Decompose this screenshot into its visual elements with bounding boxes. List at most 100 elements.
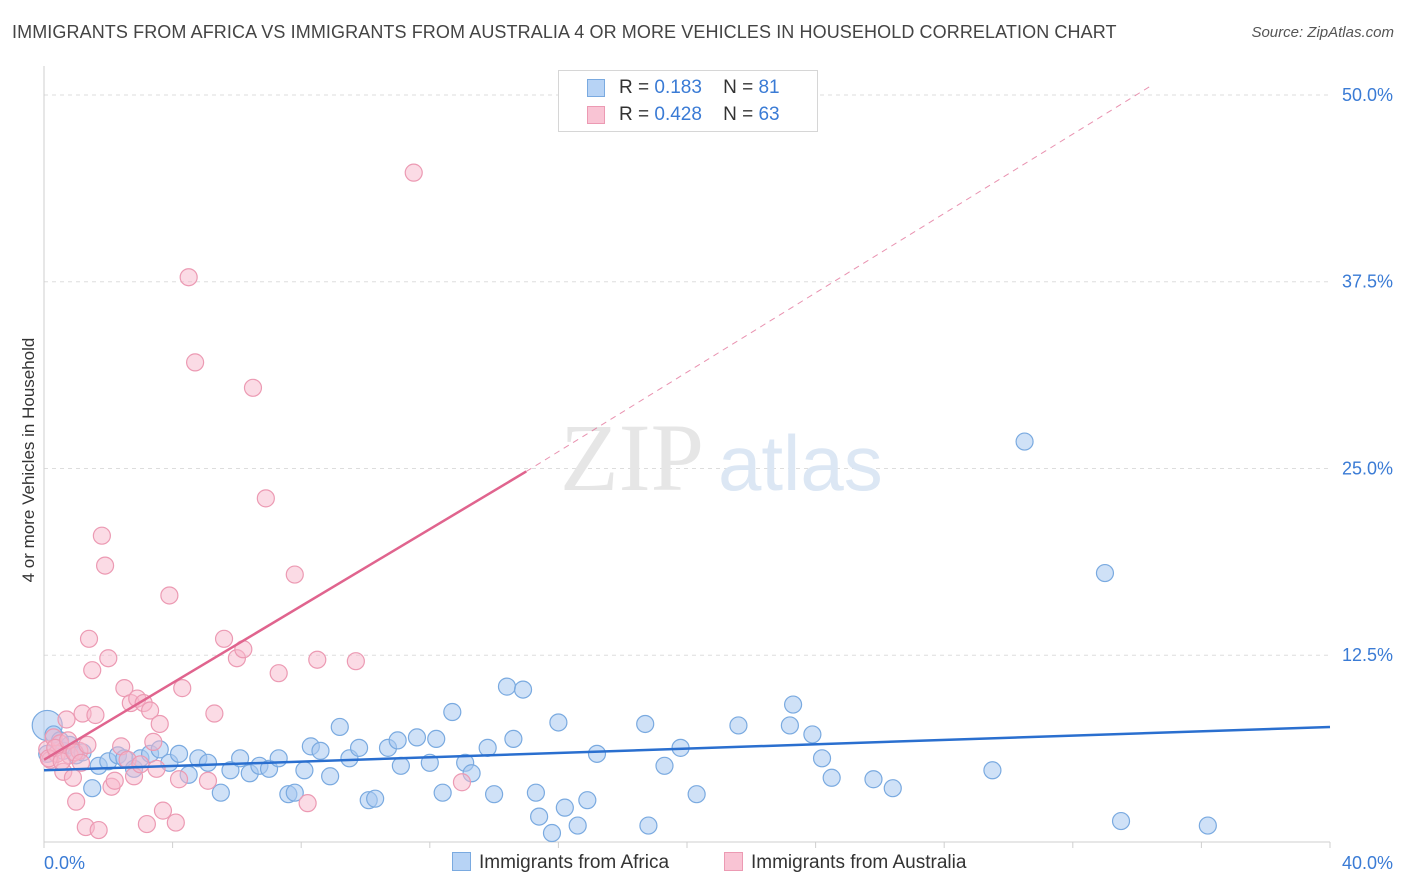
australia-point [115,679,134,698]
africa-point [349,738,369,757]
australia-point [57,710,76,729]
africa-point [269,749,288,768]
africa-point [478,738,497,757]
australia-point [140,701,160,720]
africa-point [555,798,574,817]
africa-point [578,791,597,810]
australia-point [169,770,189,789]
australia-point [285,565,304,584]
australia-point [256,489,275,508]
africa-point [1015,432,1034,451]
source-note: Source: ZipAtlas.com [1251,24,1394,41]
africa-point [443,702,462,722]
legend-n-label: N = [723,77,754,98]
africa-point [549,713,568,732]
africa-point [1198,816,1217,835]
africa-point [211,783,230,802]
y-tick-label: 50.0% [1342,85,1393,105]
bottom-legend-label-australia: Immigrants from Australia [751,852,967,873]
legend-n-value-australia: 63 [758,104,780,125]
legend-r-label: R = [619,77,650,98]
africa-point [366,789,385,808]
africa-point [655,756,674,775]
series-australia-points [38,163,472,840]
bottom-legend-africa: Immigrants from Africa [452,852,669,874]
australia-point [78,735,97,754]
australia-point [131,755,150,774]
africa-point [407,728,427,747]
y-tick-label: 25.0% [1342,458,1393,478]
africa-point [321,767,340,786]
legend-swatch-africa [587,79,605,97]
australia-point [147,759,166,778]
africa-point [433,783,452,802]
africa-point [983,761,1002,780]
legend-swatch-australia [587,106,605,124]
australia-trend-extension [525,84,1154,472]
ticks: 12.5% 25.0% 37.5% 50.0% 0.0% 40.0% [43,85,1393,873]
africa-point [883,779,902,798]
bottom-legend-australia: Immigrants from Australia [724,852,966,874]
australia-point [67,792,86,811]
australia-point [298,794,317,813]
legend-r-label: R = [619,104,650,125]
africa-point [497,677,517,696]
watermark-atlas: atlas [718,419,883,507]
africa-point [388,731,407,750]
africa-point [636,714,655,734]
legend-text-africa: R = 0.183 N = 81 [619,77,780,99]
africa-point [504,729,523,749]
australia-point [63,768,83,787]
africa-point [330,717,349,737]
australia-point [86,705,105,725]
africa-point [729,716,748,735]
australia-point [89,820,108,840]
x-tick-label: 0.0% [44,853,85,873]
x-tick-label: 40.0% [1342,853,1393,873]
africa-point [864,770,883,789]
australia-point [95,556,115,575]
africa-point [530,807,549,826]
africa-point [526,783,545,802]
australia-point [269,664,288,683]
africa-point [639,816,658,835]
australia-point [179,268,198,287]
australia-point [173,679,192,698]
africa-point [285,783,304,802]
africa-point [1095,563,1115,583]
australia-point [166,813,185,832]
africa-point [812,749,832,768]
chart-title: IMMIGRANTS FROM AFRICA VS IMMIGRANTS FRO… [12,22,1117,42]
australia-point [186,353,205,372]
africa-point [169,744,189,763]
africa-point [83,779,102,798]
bottom-legend-swatch-australia [724,852,743,871]
legend-r-value-australia: 0.428 [654,104,702,125]
y-axis-label: 4 or more Vehicles in Household [19,337,38,583]
australia-point [137,814,156,834]
trend-lines [43,84,1331,772]
africa-point [391,756,410,775]
legend-n-label: N = [723,104,754,125]
australia-point [153,801,173,820]
africa-point [687,785,706,804]
africa-point [485,785,504,804]
africa-point [542,823,562,843]
bottom-legend-label-africa: Immigrants from Africa [479,852,670,873]
africa-point [221,761,240,780]
africa-point [803,725,822,744]
australia-point [346,652,365,671]
watermark-zip: ZIP [560,404,704,511]
africa-point [427,729,446,749]
correlation-legend: R = 0.183 N = 81 R = 0.428 N = 63 [558,70,818,132]
australia-point [71,753,91,772]
africa-point [295,761,314,780]
africa-point [780,716,799,735]
series-africa-points [31,432,1217,843]
africa-point [1111,811,1131,831]
africa-point [587,744,607,763]
australia-point [198,771,218,790]
australia-point [99,649,118,668]
australia-point [105,771,124,790]
